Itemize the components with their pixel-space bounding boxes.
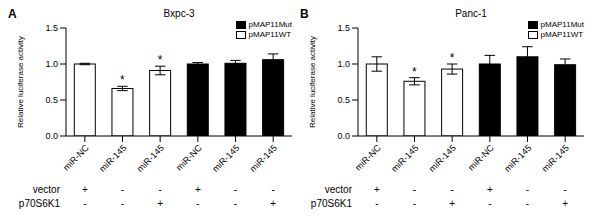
html-text:vector: vector [32,184,60,195]
svg-text:1.5: 1.5 [45,23,58,33]
svg-text:0.0: 0.0 [45,131,58,141]
svg-text:miR-NC: miR-NC [174,143,204,173]
html-text:p70S6K1: p70S6K1 [310,198,352,209]
html-text:A: A [8,7,17,21]
svg-text:miR-145: miR-145 [135,143,166,174]
svg-text:miR-145: miR-145 [248,143,279,174]
svg-text:miR-145: miR-145 [210,143,241,174]
svg-text:0.5: 0.5 [337,95,350,105]
svg-text:Relative luciferase activity: Relative luciferase activity [16,36,25,128]
svg-text:miR-NC: miR-NC [466,143,496,173]
html-text:Panc-1: Panc-1 [455,8,487,19]
svg-text:1.0: 1.0 [337,59,350,69]
html-text:pMAP11Mut: pMAP11Mut [248,20,292,29]
svg-text:*: * [120,73,125,87]
html-text:p70S6K1: p70S6K1 [18,198,60,209]
svg-text:miR-145: miR-145 [540,143,571,174]
svg-text:miR-145: miR-145 [97,143,128,174]
html-text:pMAP11Mut: pMAP11Mut [540,20,584,29]
svg-text:Relative luciferase activity: Relative luciferase activity [308,36,317,128]
svg-text:1.5: 1.5 [337,23,350,33]
svg-text:*: * [412,65,417,79]
svg-text:miR-NC: miR-NC [61,143,91,173]
html-text:pMAP11WT: pMAP11WT [540,30,584,39]
svg-text:miR-145: miR-145 [389,143,420,174]
html-text:pMAP11WT: pMAP11WT [248,30,292,39]
html-text:vector: vector [324,184,352,195]
svg-text:0.5: 0.5 [45,95,58,105]
html-text:B: B [300,7,309,21]
svg-text:1.0: 1.0 [45,59,58,69]
svg-text:miR-NC: miR-NC [353,143,383,173]
svg-text:0.0: 0.0 [337,131,350,141]
svg-text:miR-145: miR-145 [502,143,533,174]
html-text:Bxpc-3: Bxpc-3 [163,8,195,19]
svg-text:*: * [450,51,455,65]
svg-text:miR-145: miR-145 [427,143,458,174]
svg-text:*: * [158,53,163,67]
